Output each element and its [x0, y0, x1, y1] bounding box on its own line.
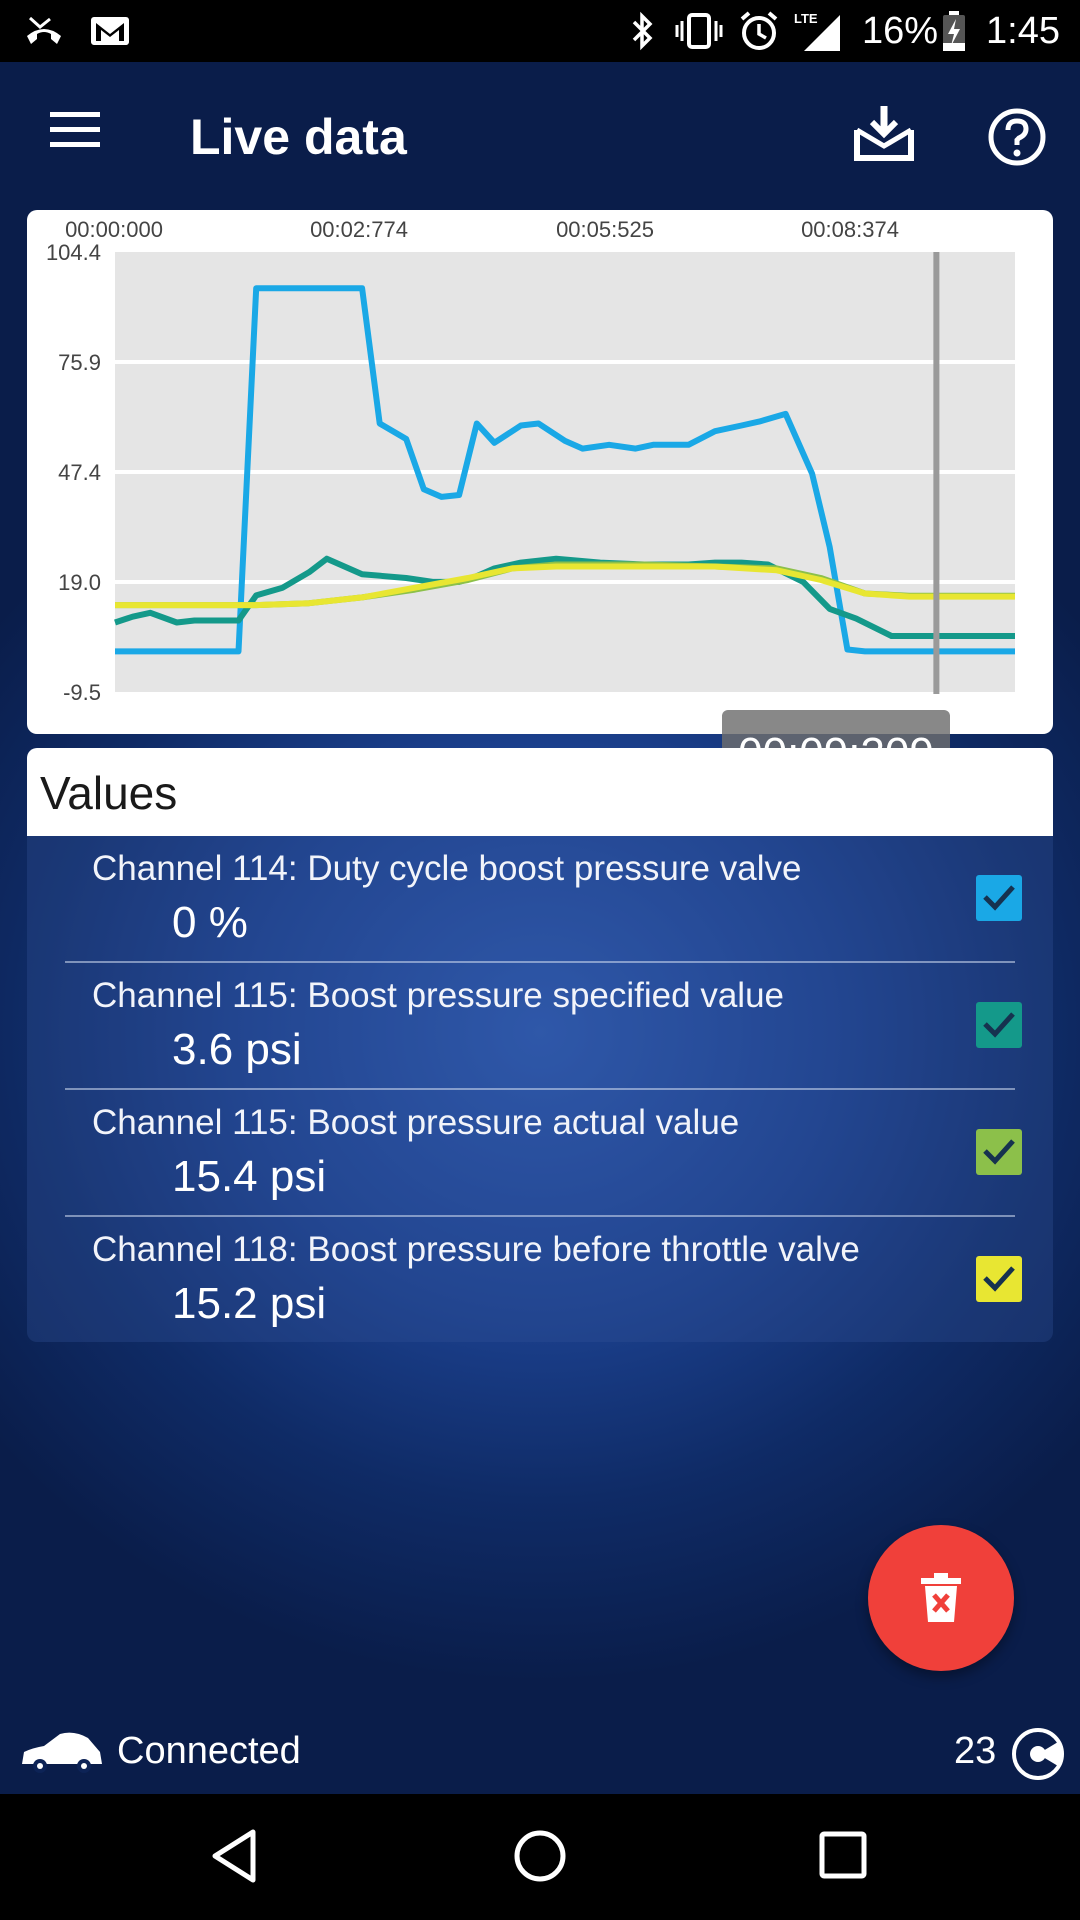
- y-tick-label: 75.9: [58, 350, 101, 375]
- values-title: Values: [40, 767, 178, 819]
- value-row-2[interactable]: Channel 115: Boost pressure actual value…: [65, 1090, 1022, 1217]
- check-icon: [983, 885, 1015, 911]
- channel-checkbox[interactable]: [976, 875, 1022, 921]
- y-tick-label: 47.4: [58, 460, 101, 485]
- download-icon[interactable]: [846, 98, 922, 168]
- battery-percent: 16%: [862, 9, 939, 52]
- refresh-gauge-icon[interactable]: [1010, 1726, 1066, 1787]
- x-tick-label: 00:05:525: [556, 217, 654, 242]
- series-line-3: [115, 563, 1015, 609]
- delete-button[interactable]: [868, 1525, 1014, 1671]
- gmail-icon: [90, 0, 130, 62]
- channel-value: 15.4 psi: [172, 1152, 327, 1201]
- check-icon: [983, 1012, 1015, 1038]
- home-icon[interactable]: [512, 1828, 568, 1889]
- row-divider: [65, 961, 1015, 963]
- channel-value: 15.2 psi: [172, 1279, 327, 1328]
- channel-value: 3.6 psi: [172, 1025, 302, 1074]
- x-tick-label: 00:08:374: [801, 217, 899, 242]
- check-icon: [983, 1139, 1015, 1165]
- chart-card[interactable]: 104.4 75.9 47.4 19.0 -9.5 00:00:000 00:02:774…: [27, 210, 1053, 797]
- page-title: Live data: [190, 109, 407, 165]
- navigation-bar: [0, 1794, 1080, 1920]
- live-data-chart[interactable]: 104.4 75.9 47.4 19.0 -9.5 00:00:000 00:02:774…: [27, 210, 1053, 734]
- x-tick-label: 00:02:774: [310, 217, 408, 242]
- channel-label: Channel 115: Boost pressure actual value: [92, 1103, 740, 1142]
- connection-status: Connected: [117, 1730, 301, 1772]
- values-header: Values: [27, 748, 1053, 836]
- back-icon[interactable]: [210, 1828, 258, 1889]
- alarm-icon: [738, 0, 780, 62]
- y-tick-label: -9.5: [63, 680, 101, 705]
- value-row-0[interactable]: Channel 114: Duty cycle boost pressure v…: [65, 836, 1022, 963]
- car-icon: [18, 1728, 104, 1781]
- values-list: Channel 114: Duty cycle boost pressure v…: [27, 836, 1053, 1342]
- series-line-0: [115, 285, 1015, 655]
- status-bar: LTE 16% 1:45: [0, 0, 1080, 62]
- check-icon: [983, 1266, 1015, 1292]
- recents-icon[interactable]: [818, 1830, 868, 1885]
- missed-call-icon: [24, 0, 64, 62]
- channel-label: Channel 115: Boost pressure specified va…: [92, 976, 785, 1015]
- vibrate-icon: [674, 0, 724, 62]
- y-tick-label: 19.0: [58, 570, 101, 595]
- channel-checkbox[interactable]: [976, 1002, 1022, 1048]
- channel-label: Channel 114: Duty cycle boost pressure v…: [92, 849, 802, 888]
- lte-signal-icon: LTE: [794, 0, 844, 62]
- row-divider: [65, 1088, 1015, 1090]
- y-tick-label: 104.4: [46, 240, 101, 265]
- bluetooth-icon: [630, 0, 656, 62]
- row-divider: [65, 1215, 1015, 1217]
- x-tick-label: 00:00:000: [65, 217, 163, 242]
- channel-label: Channel 118: Boost pressure before throt…: [92, 1230, 860, 1269]
- battery-charging-icon: [942, 0, 966, 62]
- value-row-1[interactable]: Channel 115: Boost pressure specified va…: [65, 963, 1022, 1090]
- channel-value: 0 %: [172, 898, 248, 947]
- sample-count: 23: [954, 1730, 997, 1772]
- menu-icon[interactable]: [40, 102, 110, 158]
- delete-icon: [921, 1573, 961, 1622]
- channel-checkbox[interactable]: [976, 1256, 1022, 1302]
- clock: 1:45: [986, 9, 1060, 52]
- help-icon[interactable]: [982, 102, 1052, 172]
- app-toolbar: [0, 62, 1080, 212]
- value-row-3[interactable]: Channel 118: Boost pressure before throt…: [65, 1217, 1022, 1343]
- svg-text:LTE: LTE: [794, 11, 818, 26]
- channel-checkbox[interactable]: [976, 1129, 1022, 1175]
